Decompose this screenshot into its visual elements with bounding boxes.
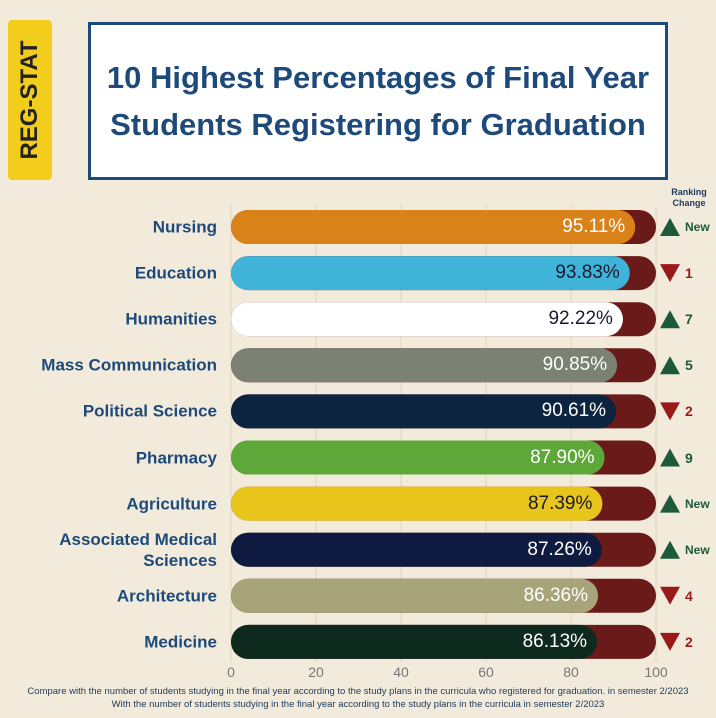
category-label: Medicine — [12, 631, 217, 652]
value-label: 90.85% — [543, 354, 607, 376]
side-label: REG-STAT — [16, 40, 44, 159]
category-label: Political Science — [12, 401, 217, 422]
x-tick-label: 40 — [393, 664, 409, 680]
ranking-arrow — [660, 356, 680, 374]
ranking-change: 2 — [685, 634, 693, 650]
ranking-change: 5 — [685, 357, 693, 373]
x-tick-label: 60 — [478, 664, 494, 680]
title-box: 10 Highest Percentages of Final Year Stu… — [88, 22, 668, 180]
x-tick-label: 0 — [227, 664, 235, 680]
footnote: Compare with the number of students stud… — [0, 686, 716, 697]
value-label: 87.39% — [528, 493, 592, 515]
ranking-header: Ranking Change — [668, 187, 710, 209]
value-label: 86.13% — [523, 631, 587, 653]
ranking-change: New — [685, 543, 710, 557]
ranking-arrow — [660, 633, 680, 651]
ranking-change: 2 — [685, 403, 693, 419]
value-label: 93.83% — [555, 262, 619, 284]
ranking-arrow — [660, 495, 680, 513]
ranking-arrow — [660, 449, 680, 467]
side-tab: REG-STAT — [8, 20, 52, 180]
value-label: 86.36% — [524, 585, 588, 607]
category-label: Pharmacy — [12, 447, 217, 468]
ranking-change: New — [685, 220, 710, 234]
ranking-change: 7 — [685, 311, 693, 327]
x-tick-label: 80 — [563, 664, 579, 680]
ranking-arrow — [660, 264, 680, 282]
category-label: Agriculture — [12, 493, 217, 514]
value-label: 95.11% — [562, 216, 625, 238]
category-label: Education — [12, 263, 217, 284]
category-label: Mass Communication — [12, 355, 217, 376]
value-label: 87.90% — [530, 447, 594, 469]
x-tick-label: 20 — [308, 664, 324, 680]
ranking-arrow — [660, 541, 680, 559]
chart-title: 10 Highest Percentages of Final Year Stu… — [98, 54, 658, 148]
ranking-change: 4 — [685, 588, 693, 604]
ranking-change: New — [685, 497, 710, 511]
category-label: Architecture — [12, 585, 217, 606]
ranking-change: 9 — [685, 450, 693, 466]
footnote: With the number of students studying in … — [0, 699, 716, 710]
ranking-arrow — [660, 587, 680, 605]
ranking-change: 1 — [685, 265, 693, 281]
category-label: Nursing — [12, 217, 217, 238]
value-label: 90.61% — [542, 400, 606, 422]
x-tick-label: 100 — [644, 664, 667, 680]
ranking-arrow — [660, 402, 680, 420]
category-label: Humanities — [12, 309, 217, 330]
page: REG-STAT 10 Highest Percentages of Final… — [0, 0, 716, 718]
ranking-arrow — [660, 310, 680, 328]
value-label: 87.26% — [527, 539, 591, 561]
category-label: Associated Medical Sciences — [12, 529, 217, 571]
value-label: 92.22% — [548, 308, 612, 330]
ranking-arrow — [660, 218, 680, 236]
